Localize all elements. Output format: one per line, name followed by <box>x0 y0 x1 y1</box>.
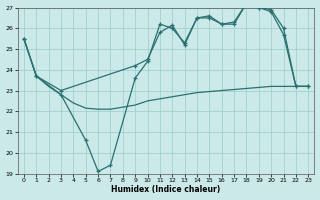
X-axis label: Humidex (Indice chaleur): Humidex (Indice chaleur) <box>111 185 221 194</box>
